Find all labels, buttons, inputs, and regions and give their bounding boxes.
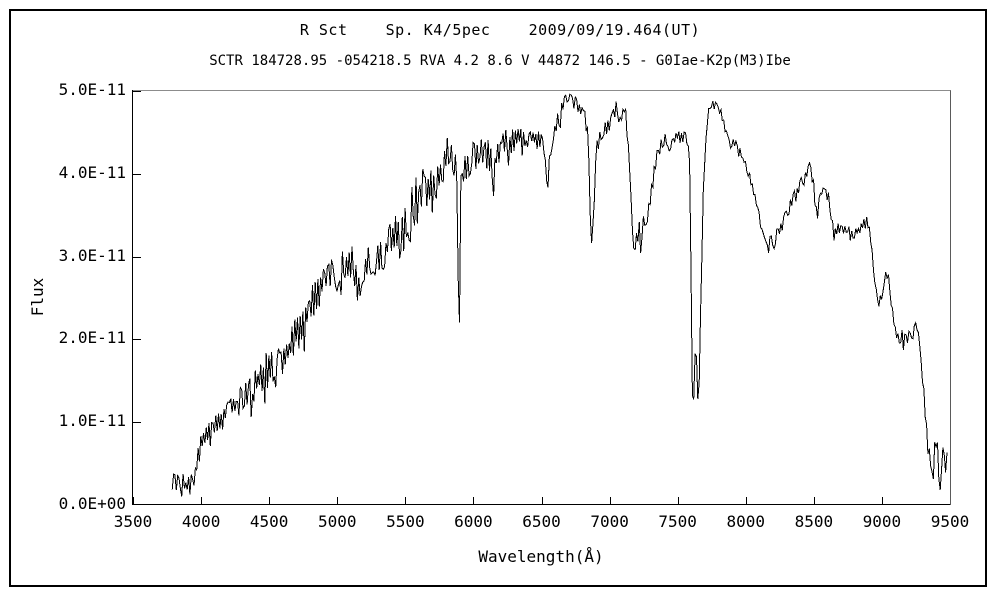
chart-title: R Sct Sp. K4/5pec 2009/09/19.464(UT)	[299, 21, 701, 39]
x-axis-title: Wavelength(Å)	[478, 547, 604, 566]
y-tick-label: 1.0E-11	[58, 411, 126, 431]
x-tick-label: 7500	[658, 512, 697, 531]
x-tick-label: 5000	[317, 512, 357, 531]
x-tick-label: 6500	[522, 512, 561, 531]
y-tick-label: 3.0E-11	[58, 245, 126, 265]
axis-ticks	[133, 91, 883, 505]
y-tick-label: 0.0E+00	[58, 494, 126, 513]
y-tick-label: 4.0E-11	[58, 162, 126, 182]
x-tick-label: 6000	[454, 512, 493, 531]
x-tick-label: 9000	[862, 512, 902, 531]
y-axis-title: Flux	[28, 277, 47, 317]
x-tick-label: 8000	[726, 512, 766, 531]
x-tick-label: 4000	[181, 512, 221, 531]
x-axis-line	[132, 504, 950, 505]
x-tick-label: 8500	[794, 512, 834, 531]
x-tick-label: 7000	[590, 512, 629, 531]
y-axis-line	[132, 90, 133, 505]
spectrum-line	[171, 93, 948, 497]
plot-area	[133, 90, 951, 505]
x-tick-label: 9500	[930, 512, 970, 531]
chart-subtitle: SCTR 184728.95 -054218.5 RVA 4.2 8.6 V 4…	[209, 53, 791, 69]
y-tick-label: 5.0E-11	[58, 80, 126, 99]
x-tick-label: 3500	[113, 512, 153, 531]
spectrum-plot-svg	[133, 91, 948, 505]
y-tick-label: 2.0E-11	[58, 328, 126, 348]
x-tick-label: 4500	[249, 512, 289, 531]
x-tick-label: 5500	[386, 512, 425, 531]
